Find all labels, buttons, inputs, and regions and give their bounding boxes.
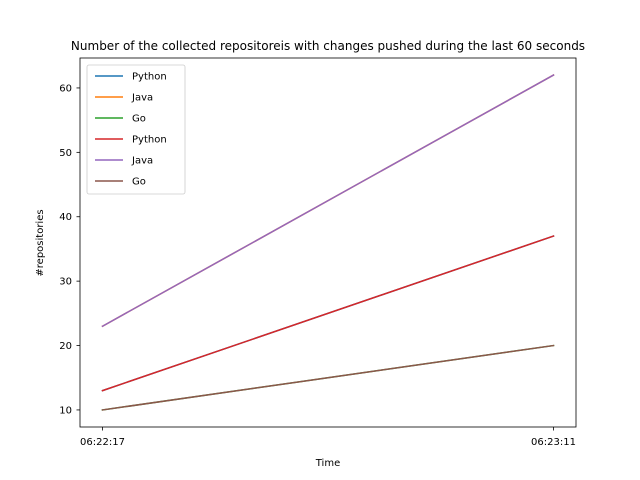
y-tick-label: 30 xyxy=(59,277,72,288)
legend-label-3: Go xyxy=(132,114,146,125)
series-line-4-python xyxy=(101,235,555,392)
y-tick-label: 40 xyxy=(59,212,72,223)
chart-title: Number of the collected repositoreis wit… xyxy=(71,39,585,53)
y-tick-label: 50 xyxy=(59,148,72,159)
y-axis-ticks: 10 20 30 40 50 60 xyxy=(59,83,80,416)
legend-label-2: Java xyxy=(131,93,153,104)
y-axis-label: #repositories xyxy=(35,209,46,276)
x-axis-label: Time xyxy=(315,458,340,469)
legend-label-6: Go xyxy=(132,177,146,188)
legend-box xyxy=(86,64,186,195)
legend: Python Java Go Python Java Go xyxy=(86,64,186,195)
y-tick-label: 20 xyxy=(59,341,72,352)
x-tick-label: 06:22:17 xyxy=(80,437,125,448)
legend-label-1: Python xyxy=(132,72,167,83)
series-line-5-java xyxy=(101,74,555,328)
legend-label-5: Java xyxy=(131,156,153,167)
x-axis-ticks: 06:22:17 06:23:11 xyxy=(80,427,576,448)
legend-items: Python Java Go Python Java Go xyxy=(95,72,167,188)
series-lines xyxy=(101,74,555,411)
x-tick-label: 06:23:11 xyxy=(531,437,576,448)
plot-area-frame xyxy=(79,57,577,428)
legend-label-4: Python xyxy=(132,135,167,146)
series-line-6-go xyxy=(101,344,555,411)
y-tick-label: 60 xyxy=(59,83,72,94)
y-tick-label: 10 xyxy=(59,405,72,416)
